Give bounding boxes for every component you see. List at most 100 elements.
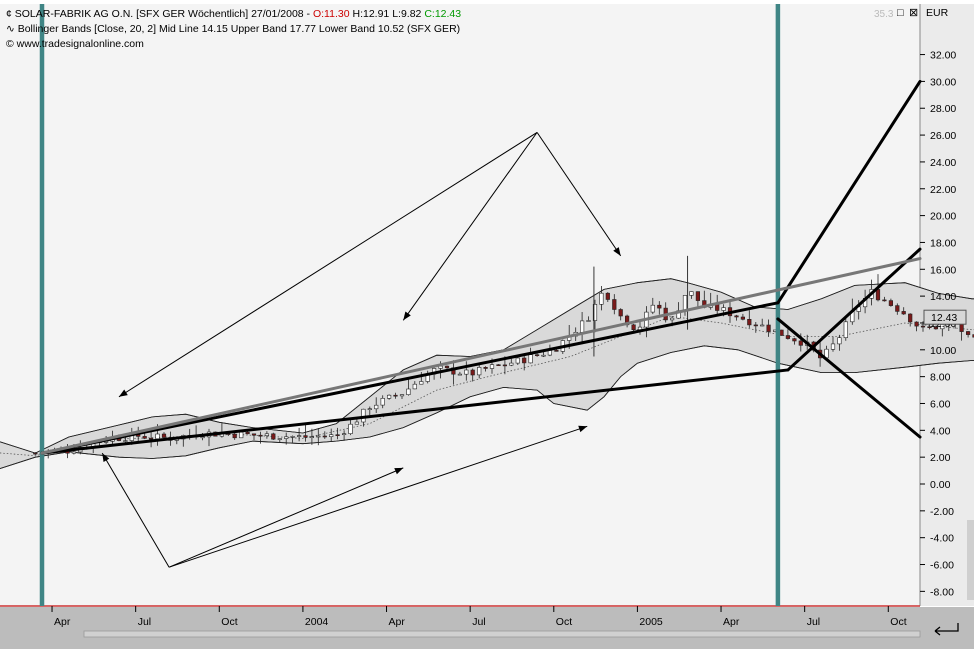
last-price-label: 12.43 [931,312,957,324]
candle-body [605,292,610,300]
x-tick-label: Apr [389,616,406,628]
candle-body [303,435,308,438]
annotation-arrows [101,131,622,568]
candle-body [290,436,295,438]
candle-body [258,434,263,437]
trend-lines [40,79,922,455]
arrow-head [613,247,621,256]
candle-body [386,394,392,399]
y-tick-label: -4.00 [930,533,954,545]
y-tick-label: -6.00 [930,560,954,572]
y-tick-label: 2.00 [930,452,951,464]
candle-body [296,435,302,437]
last-price-box [923,309,967,325]
candle-body [882,299,887,302]
candle-body [554,349,559,352]
candle-body [766,324,771,332]
candle-body [161,433,167,438]
candle-body [502,364,508,367]
header-title-line: ¢ SOLAR-FABRIK AG O.N. [SFX GER Wöchentl… [6,8,461,20]
candle-body [908,313,913,323]
y-tick-label: 4.00 [930,425,951,437]
candle-body [586,320,591,322]
candle-body [522,357,527,364]
candle-body [232,433,237,439]
candle-body [515,357,520,364]
candle-body [965,331,971,335]
x-tick-label: Jul [807,616,820,628]
y-tick-label: 6.00 [930,399,951,411]
candle-body [837,337,842,345]
candle-body [367,408,372,411]
y-tick-label: 16.00 [930,264,956,276]
header-title: SOLAR-FABRIK AG O.N. [SFX GER Wöchentlic… [15,8,313,20]
trend-line [40,368,790,455]
candle-body [843,321,848,338]
arrow-shaft [118,131,538,398]
indicator-icon: ∿ [6,23,18,35]
arrow-shaft [168,425,588,568]
source-text: www.tradesignalonline.com [16,38,144,50]
candle-body [888,300,893,306]
candle-body [747,318,752,326]
candle-body [142,436,147,439]
y-tick-label: 24.00 [930,157,956,169]
x-tick-label: Oct [890,616,906,628]
candle-body [657,304,662,309]
candle-body [361,408,366,423]
trend-line [776,79,922,305]
indicator-line: ∿ Bollinger Bands [Close, 20, 2] Mid Lin… [6,23,460,35]
return-arrow-icon[interactable] [934,623,959,636]
arrow-head [403,311,411,321]
candle-body [618,309,623,317]
arrow-shaft [168,467,404,568]
candle-body [875,289,881,301]
plot-area [0,4,920,606]
candle-body [920,325,926,328]
close-button[interactable]: ⊠ [909,7,918,19]
candle-body [798,340,803,346]
y-tick-label: 30.00 [930,76,956,88]
x-tick-label: Oct [556,616,572,628]
candle-body [245,431,250,435]
x-tick-label: 2004 [305,616,329,628]
candle-body [309,436,315,439]
vertical-markers [39,4,781,606]
candle-body [399,394,405,397]
candle-body [406,388,411,395]
candle-body [444,365,450,369]
y-tick-label: 22.00 [930,184,956,196]
candle-body [927,326,932,329]
restore-button[interactable]: □ [897,7,904,19]
candle-body [264,433,270,436]
arrow-shaft [536,132,622,257]
y-tick-label: 26.00 [930,130,956,142]
arrow-head [102,453,110,463]
scrollbar[interactable] [83,630,921,638]
candle-body [972,334,974,338]
candle-body [155,433,160,440]
candle-body [779,329,784,336]
x-tick-label: Jul [138,616,151,628]
copyright-icon: © [6,38,17,50]
arrow-shaft [402,132,538,321]
y-tick-label: 10.00 [930,345,956,357]
candle-body [631,324,636,330]
y-tick-label: 28.00 [930,103,956,115]
y-scroll-thumb[interactable] [967,520,974,600]
candle-body [695,291,700,301]
y-tick-label: 20.00 [930,211,956,223]
candle-body [277,438,282,440]
header-open: O:11.30 [313,8,350,20]
candle-body [489,364,495,369]
candle-body [753,324,758,327]
candle-body [239,431,244,439]
candle-body [71,451,76,454]
chart-icon: ¢ [6,8,15,20]
candle-body [650,304,655,313]
source-line: © www.tradesignalonline.com [6,38,144,50]
header-close: C:12.43 [424,8,461,20]
candle-body [901,311,906,315]
candle-body [895,305,900,312]
